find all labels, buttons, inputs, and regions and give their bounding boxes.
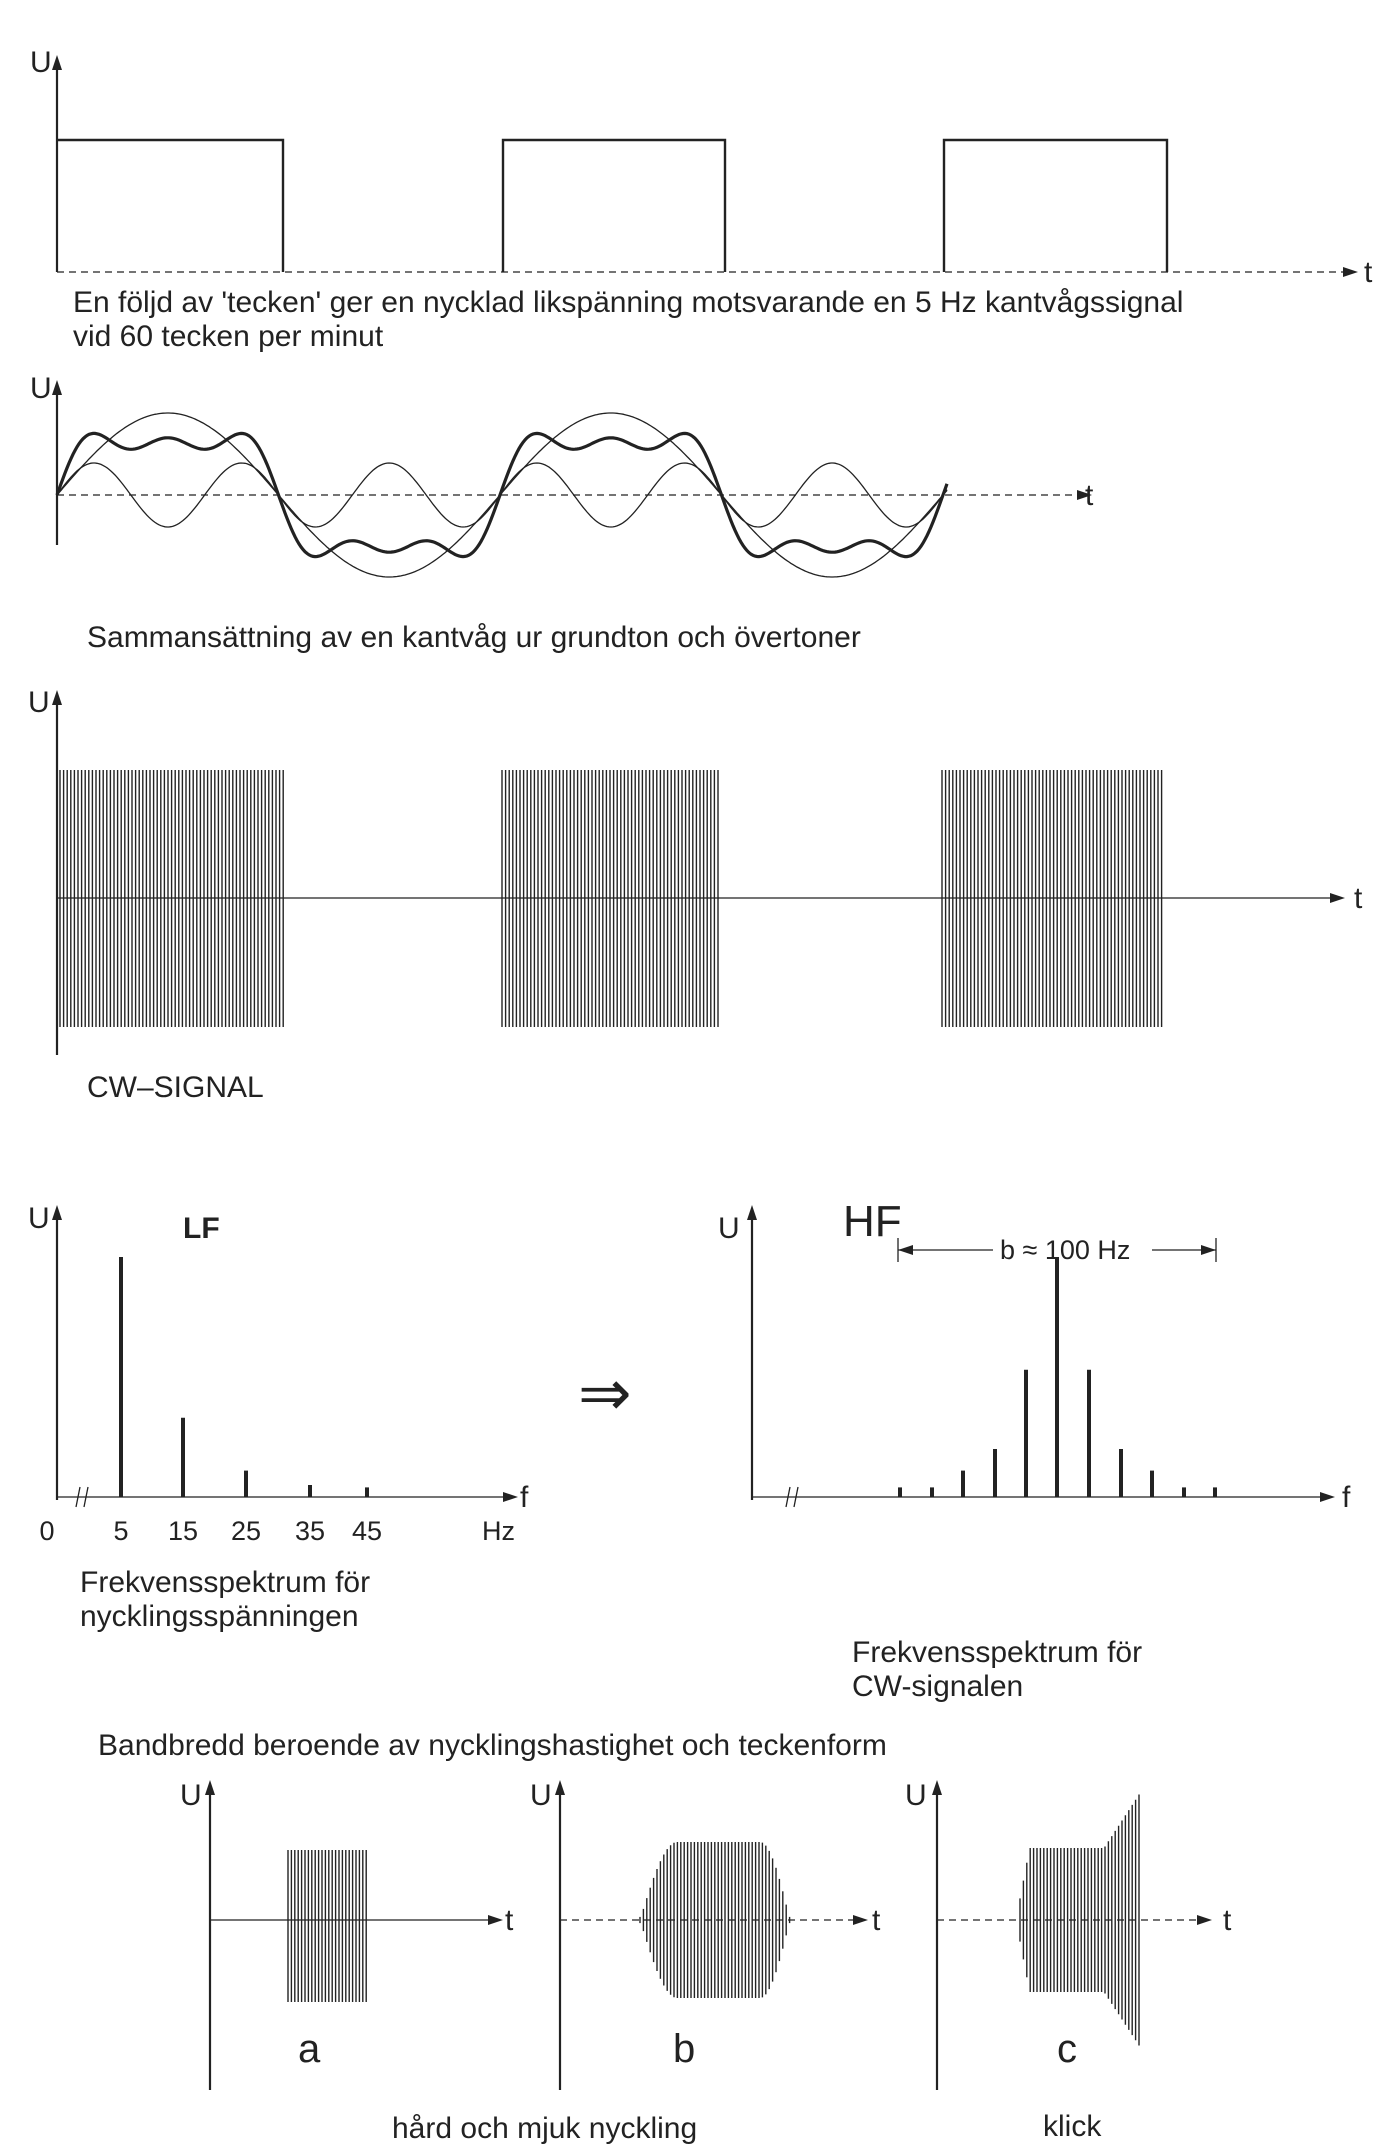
lf-tick-label: 0	[39, 1516, 54, 1546]
burst-hard-keying	[287, 1850, 367, 2002]
t-axis-arrow	[1197, 1915, 1212, 1925]
burst-soft-keying	[639, 1842, 791, 1998]
lf-caption-line2: nycklingsspänningen	[80, 1600, 359, 1633]
t-axis-label-b: t	[872, 1904, 881, 1937]
lf-f-axis-label: f	[520, 1481, 529, 1514]
lf-f-axis-arrow	[503, 1492, 518, 1502]
bandwidth-arrow-right	[1201, 1245, 1216, 1255]
t-axis-label: t	[1085, 479, 1094, 512]
bandwidth-arrow-left	[898, 1245, 913, 1255]
hf-f-axis-arrow	[1320, 1492, 1335, 1502]
t-axis-label-c: t	[1223, 1904, 1232, 1937]
lf-tick-label: 25	[231, 1516, 261, 1546]
caption-soft-keying: hård och mjuk nyckling	[392, 2112, 697, 2145]
axis-break-mark	[75, 1486, 81, 1508]
axis-break-mark	[83, 1486, 89, 1508]
lf-tick-label: 5	[113, 1516, 128, 1546]
u-axis-arrow	[52, 380, 62, 395]
square-pulse	[57, 138, 285, 272]
u-axis-arrow	[52, 690, 62, 705]
panel-square-wave: U t En följd av 'tecken' ger en nycklad …	[30, 46, 1373, 353]
hf-u-axis-label: U	[718, 1212, 740, 1245]
cw-bursts	[59, 770, 1163, 1027]
t-axis-label-a: t	[505, 1904, 514, 1937]
u-axis-label: U	[30, 372, 52, 405]
lf-unit-label: Hz	[482, 1516, 515, 1546]
label-c: c	[1057, 2027, 1077, 2071]
caption-square-wave-line2: vid 60 tecken per minut	[73, 320, 384, 353]
caption-square-wave-line1: En följd av 'tecken' ger en nycklad liks…	[73, 286, 1183, 319]
t-axis-arrow	[1077, 490, 1092, 500]
panel-cw-signal: U t CW–SIGNAL	[28, 686, 1363, 1104]
lf-caption-line1: Frekvensspektrum för	[80, 1566, 370, 1599]
hf-f-axis-label: f	[1342, 1481, 1351, 1514]
lf-tick-labels: 0 5 15 25 35 45	[39, 1516, 382, 1546]
u-axis-arrow	[932, 1780, 942, 1795]
t-axis-arrow	[853, 1915, 868, 1925]
panel-fourier: U t Sammansättning av en kantvåg ur grun…	[30, 372, 1094, 654]
square-pulse	[501, 138, 727, 272]
u-axis-label-c: U	[905, 1779, 927, 1812]
u-axis-label-b: U	[530, 1779, 552, 1812]
lf-label: LF	[183, 1212, 220, 1245]
implies-arrow: ⇒	[578, 1357, 632, 1429]
u-axis-label: U	[30, 46, 52, 79]
u-axis-arrow	[205, 1780, 215, 1795]
t-axis-label: t	[1354, 882, 1363, 915]
hf-u-axis-arrow	[747, 1205, 757, 1220]
lf-tick-label: 45	[352, 1516, 382, 1546]
hf-bars	[898, 1257, 1217, 1497]
panel-keying: Bandbredd beroende av nycklingshastighet…	[98, 1729, 1232, 2145]
caption-cw-signal: CW–SIGNAL	[87, 1071, 264, 1104]
burst-click-keying	[1019, 1794, 1140, 2046]
lf-u-axis-label: U	[28, 1202, 50, 1235]
u-axis-arrow	[52, 55, 62, 70]
caption-fourier: Sammansättning av en kantvåg ur grundton…	[87, 621, 861, 654]
label-b: b	[673, 2027, 695, 2071]
axis-break-mark	[785, 1486, 791, 1508]
lf-tick-label: 35	[295, 1516, 325, 1546]
u-axis-label: U	[28, 686, 50, 719]
keying-title: Bandbredd beroende av nycklingshastighet…	[98, 1729, 887, 1762]
u-axis-arrow	[555, 1780, 565, 1795]
composite-wave	[55, 431, 949, 559]
panel-spectra: U LF f 0 5 15 25 35 45 Hz Frekvensspektrum fö…	[28, 1197, 1351, 1703]
t-axis-label: t	[1364, 256, 1373, 289]
hf-caption-line2: CW-signalen	[852, 1670, 1023, 1703]
t-axis-arrow	[488, 1915, 503, 1925]
caption-click: klick	[1043, 2110, 1102, 2143]
axis-break-mark	[793, 1486, 799, 1508]
hf-label: HF	[843, 1197, 902, 1246]
label-a: a	[298, 2027, 321, 2071]
bandwidth-label: b ≈ 100 Hz	[1000, 1235, 1130, 1265]
lf-tick-label: 15	[168, 1516, 198, 1546]
t-axis-arrow	[1343, 267, 1358, 277]
t-axis-arrow	[1330, 893, 1345, 903]
lf-u-axis-arrow	[52, 1205, 62, 1220]
square-pulse	[942, 138, 1169, 272]
u-axis-label-a: U	[180, 1779, 202, 1812]
lf-bars	[119, 1257, 369, 1497]
hf-caption-line1: Frekvensspektrum för	[852, 1636, 1142, 1669]
